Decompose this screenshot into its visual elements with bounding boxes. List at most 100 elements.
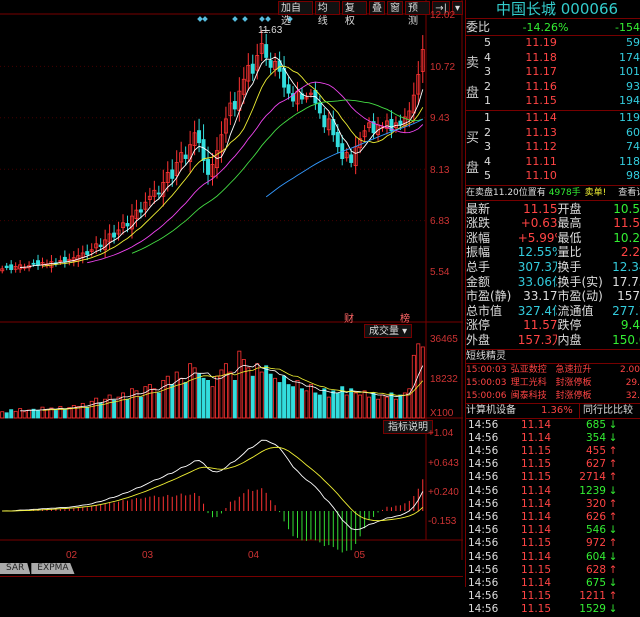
volume-bar <box>134 390 139 419</box>
sprite-header[interactable]: 短线精灵 <box>466 350 640 365</box>
trade-time: 14:56 <box>468 471 499 484</box>
volume-bar <box>416 343 421 419</box>
adjust-button[interactable]: 复权 <box>341 1 368 27</box>
event-marker-icon <box>232 16 238 22</box>
trade-volume: 354 <box>585 431 606 444</box>
notice-link[interactable]: 查看详 <box>618 188 640 198</box>
volume-bar <box>241 359 246 419</box>
wei-bi-value: -14.26% <box>522 21 569 34</box>
ma-button[interactable]: 均线 <box>314 1 340 27</box>
sector-name[interactable]: 计算机设备 <box>466 405 516 417</box>
kline-area[interactable]: 加自选 均线 复权 叠 窗 预测 →| ▾ 12.02 10.72 9.43 8… <box>0 0 463 587</box>
indicator-help-button[interactable]: 指标说明 <box>383 420 433 434</box>
level-volume: 194 <box>619 94 640 108</box>
candle <box>326 118 331 131</box>
overlay-button[interactable]: 叠 <box>369 1 386 15</box>
candle <box>152 189 157 197</box>
add-favorite-button[interactable]: 加自选 <box>278 1 313 27</box>
price-tick: 5.54 <box>430 267 450 278</box>
kline-chart[interactable] <box>0 0 463 560</box>
volume-selector[interactable]: 成交量 ▾ <box>364 324 413 338</box>
sell-level-row: 1 11.15 194 <box>466 94 640 109</box>
candle <box>18 264 23 270</box>
volume-bar <box>291 386 295 419</box>
volume-bar <box>98 402 103 419</box>
trade-row: 14:56 11.14 626 ↑ <box>466 511 640 524</box>
level-volume: 118 <box>619 154 640 168</box>
stat-row: 涨幅 +5.99%最低 10.2 <box>466 231 640 246</box>
trade-time: 14:56 <box>468 576 499 589</box>
candle <box>317 102 322 114</box>
list-marker[interactable]: 榜 <box>400 314 410 325</box>
finance-marker[interactable]: 财 <box>344 314 354 325</box>
chevron-down-icon[interactable]: ▾ <box>451 1 463 15</box>
candle <box>210 164 215 177</box>
sector-pct: 1.36% <box>541 405 573 417</box>
stat-label: 跌停 <box>557 318 582 333</box>
candle <box>402 116 407 127</box>
sprite-row[interactable]: 15:00:03 理工光科 封涨停板 29. <box>466 377 640 390</box>
sell-level-row: 5 11.19 59 <box>466 36 640 51</box>
volume-bar <box>232 379 237 419</box>
sprite-time: 15:00:03 <box>466 365 507 376</box>
indicator-tabs: SAR EXPMA <box>0 563 76 574</box>
volume-bar <box>183 382 188 419</box>
candle <box>107 233 112 243</box>
arrow-up-icon: ↑ <box>608 563 618 576</box>
volume-unit: X100 <box>430 408 454 419</box>
volume-bar <box>219 369 224 419</box>
sprite-row[interactable]: 15:00:06 闽泰科技 封涨停板 32. <box>466 390 640 403</box>
volume-bar <box>152 388 157 419</box>
month-label: 03 <box>142 550 154 561</box>
notice-row: 在卖盘11.20位置有 4978手 卖单! 查看详 <box>466 186 640 201</box>
price-tick: 12.02 <box>430 10 456 21</box>
collapse-icon[interactable]: →| <box>432 1 450 15</box>
volume-bar <box>228 371 233 419</box>
candle <box>71 257 76 262</box>
candle <box>94 243 99 249</box>
stat-row: 金额 33.06亿换手(实) 17.73 <box>466 275 640 290</box>
trade-price: 11.15 <box>520 537 552 550</box>
candle <box>143 201 148 210</box>
peer-compare-button[interactable]: 同行比比较 <box>579 404 633 418</box>
stat-value: 157.3万 <box>517 332 558 347</box>
candle <box>138 209 143 213</box>
volume-bar <box>335 392 340 419</box>
volume-bar <box>9 409 14 419</box>
trade-row: 14:56 11.15 627 ↑ <box>466 458 640 471</box>
stat-label: 涨停 <box>466 318 491 333</box>
window-button[interactable]: 窗 <box>387 1 404 15</box>
volume-ma-line <box>20 363 424 412</box>
sprite-event: 封涨停板 <box>555 378 592 389</box>
stat-row: 最新 11.15 开盘 10.5 <box>466 202 640 217</box>
forecast-button[interactable]: 预测 <box>405 1 431 27</box>
level-index: 3 <box>484 140 491 154</box>
trade-price: 11.15 <box>520 445 552 458</box>
volume-bar <box>156 392 161 419</box>
candle <box>416 74 421 95</box>
sell-label-char: 盘 <box>466 86 480 101</box>
trade-volume: 675 <box>585 576 606 589</box>
volume-bar <box>161 379 166 419</box>
volume-bar <box>201 377 206 419</box>
trade-price: 11.15 <box>520 458 552 471</box>
volume-bar <box>85 406 90 419</box>
candle <box>228 102 233 117</box>
volume-bar <box>45 409 49 419</box>
candle <box>9 264 14 271</box>
volume-selector-label: 成交量 <box>369 326 399 337</box>
tab-expma[interactable]: EXPMA <box>31 563 75 574</box>
volume-bar <box>371 392 376 419</box>
level-volume: 174 <box>619 50 640 64</box>
month-label: 05 <box>354 550 366 561</box>
candle <box>134 209 139 219</box>
volume-bar <box>31 408 36 419</box>
sprite-stock: 理工光科 <box>510 378 547 389</box>
level-price: 11.16 <box>525 79 557 93</box>
volume-bar <box>107 394 112 419</box>
stat-label: 流通值 <box>557 303 594 318</box>
sprite-row[interactable]: 15:00:03 弘亚数控 急速拉升 2.00 <box>466 364 640 377</box>
wei-cha-value: -154 <box>615 21 640 34</box>
tab-sar[interactable]: SAR <box>0 563 31 574</box>
chart-toolbar: 加自选 均线 复权 叠 窗 预测 →| ▾ <box>278 1 463 27</box>
